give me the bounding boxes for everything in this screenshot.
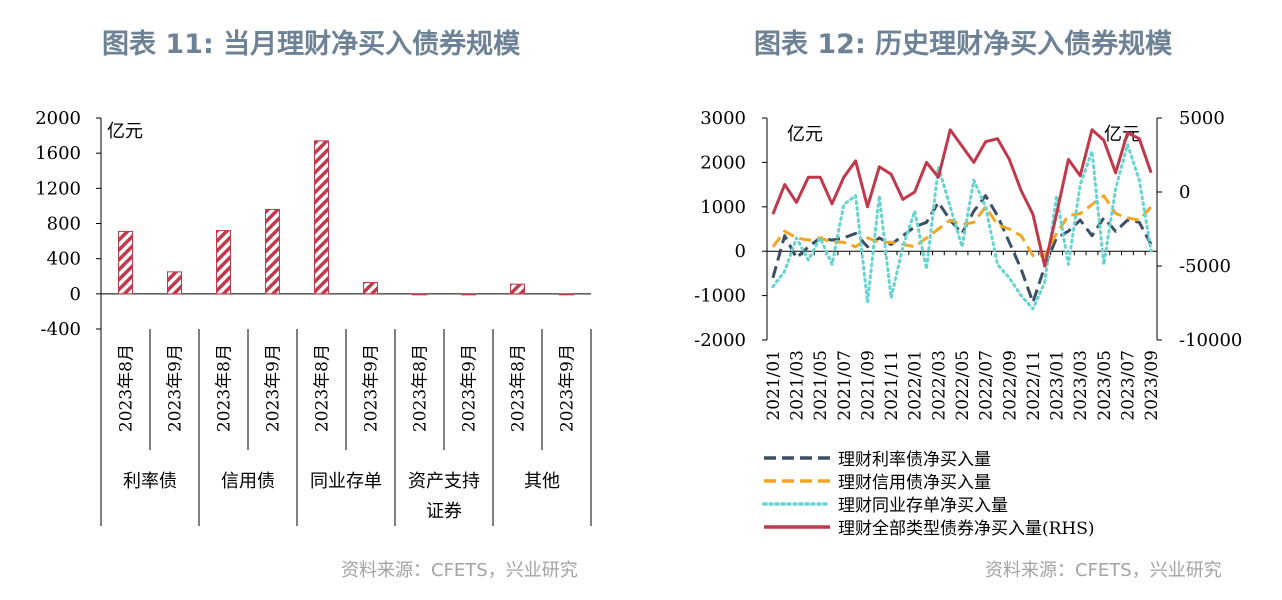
left-bar-chart: 2000 1600 1200 800 400 0 -400 亿元 2023年8月 2023年9月 2…: [35, 108, 592, 526]
series-line: [771, 143, 1153, 311]
legend-item: 理财利率债净买入量: [762, 446, 1095, 470]
bar: [412, 293, 427, 296]
left-y-tick-label: 0: [735, 241, 746, 262]
y-tick-label: 800: [47, 214, 81, 235]
bar: [510, 283, 525, 295]
x-tick-label: 2021/05: [811, 350, 831, 421]
legend-swatch: [764, 478, 830, 483]
group-label: 其他: [524, 471, 560, 492]
right-chart-legend: 理财利率债净买入量 理财信用债净买入量 理财同业存单净买入量理财全部类型债券净买入量…: [762, 446, 1095, 539]
x-tick-label: 2022/11: [1024, 350, 1044, 421]
x-tick-label: 2021/01: [764, 350, 784, 421]
x-tick-label: 2021/03: [788, 350, 808, 421]
legend-item: 理财信用债净买入量: [762, 469, 1095, 493]
group-label: 信用债: [221, 471, 275, 492]
group-label: 证券: [426, 501, 462, 522]
x-tick-label: 2023/07: [1118, 350, 1138, 421]
x-tick-label: 2023/03: [1071, 350, 1091, 421]
x-tick-label: 2021/11: [882, 350, 902, 421]
legend-swatch: [764, 455, 830, 460]
category-label: 2023年8月: [215, 344, 235, 432]
x-tick-label: 2022/03: [929, 350, 949, 421]
category-label: 2023年9月: [558, 344, 578, 432]
y-tick-label: 2000: [35, 108, 81, 129]
left-y-tick-label: 1000: [700, 197, 746, 218]
right-y-tick-label: 5000: [1179, 108, 1225, 129]
category-label: 2023年8月: [313, 344, 333, 432]
category-label: 2023年9月: [166, 344, 186, 432]
right-source-note: 资料来源：CFETS，兴业研究: [985, 560, 1222, 581]
right-unit-label: 亿元: [1104, 124, 1140, 145]
y-tick-label: 0: [70, 284, 81, 305]
x-tick-label: 2023/09: [1142, 350, 1162, 421]
category-label: 2023年8月: [509, 344, 529, 432]
x-tick-label: 2022/09: [1000, 350, 1020, 421]
bar: [314, 140, 329, 295]
group-label: 资产支持: [408, 471, 480, 492]
x-tick-label: 2021/09: [858, 350, 878, 421]
x-tick-label: 2023/05: [1095, 350, 1115, 421]
category-label: 2023年8月: [411, 344, 431, 432]
left-y-tick-label: 2000: [700, 152, 746, 173]
right-y-tick-label: -10000: [1179, 330, 1242, 351]
group-label: 利率债: [123, 471, 177, 492]
bar: [363, 281, 378, 295]
legend-item: 理财全部类型债券净买入量(RHS): [762, 515, 1095, 539]
y-tick-label: 1600: [35, 143, 81, 164]
left-y-tick-label: -1000: [694, 286, 746, 307]
right-y-tick-label: -5000: [1179, 256, 1231, 277]
series-line: [771, 128, 1153, 268]
left-unit-label: 亿元: [787, 124, 823, 145]
legend-label: 理财利率债净买入量: [838, 450, 991, 470]
x-tick-label: 2022/05: [953, 350, 973, 421]
right-line-chart: 3000 2000 1000 0 -1000 -2000 5000 0 -5000 -10000 亿…: [694, 108, 1242, 421]
bar: [559, 293, 574, 296]
category-label: 2023年9月: [460, 344, 480, 432]
bar: [461, 293, 476, 296]
legend-swatch: [762, 501, 832, 506]
group-label: 同业存单: [310, 471, 382, 492]
category-label: 2023年9月: [264, 344, 284, 432]
bar: [216, 230, 231, 295]
legend-label: 理财信用债净买入量: [838, 473, 991, 493]
bar: [118, 230, 133, 295]
right-y-tick-label: 0: [1179, 182, 1190, 203]
right-chart-title: 图表 12: 历史理财净买入债券规模: [754, 29, 1173, 60]
category-label: 2023年9月: [362, 344, 382, 432]
left-y-tick-label: -2000: [694, 330, 746, 351]
left-source-note: 资料来源：CFETS，兴业研究: [341, 560, 578, 581]
bar: [265, 208, 280, 295]
legend-label: 理财同业存单净买入量: [838, 496, 1008, 516]
left-y-tick-label: 3000: [700, 108, 746, 129]
bar: [167, 271, 182, 295]
x-tick-label: 2021/07: [835, 350, 855, 421]
legend-label: 理财全部类型债券净买入量(RHS): [838, 519, 1095, 539]
x-tick-label: 2022/07: [977, 350, 997, 421]
left-chart-title: 图表 11: 当月理财净买入债券规模: [102, 29, 521, 60]
legend-item: 理财同业存单净买入量: [762, 492, 1095, 516]
x-tick-label: 2022/01: [906, 350, 926, 421]
category-label: 2023年8月: [117, 344, 137, 432]
series-line: [771, 194, 1153, 304]
y-unit-label: 亿元: [107, 121, 143, 142]
legend-swatch: [764, 524, 830, 529]
y-tick-label: 1200: [35, 178, 81, 199]
y-tick-label: -400: [41, 319, 81, 340]
y-tick-label: 400: [47, 249, 81, 270]
x-tick-label: 2023/01: [1048, 350, 1068, 421]
